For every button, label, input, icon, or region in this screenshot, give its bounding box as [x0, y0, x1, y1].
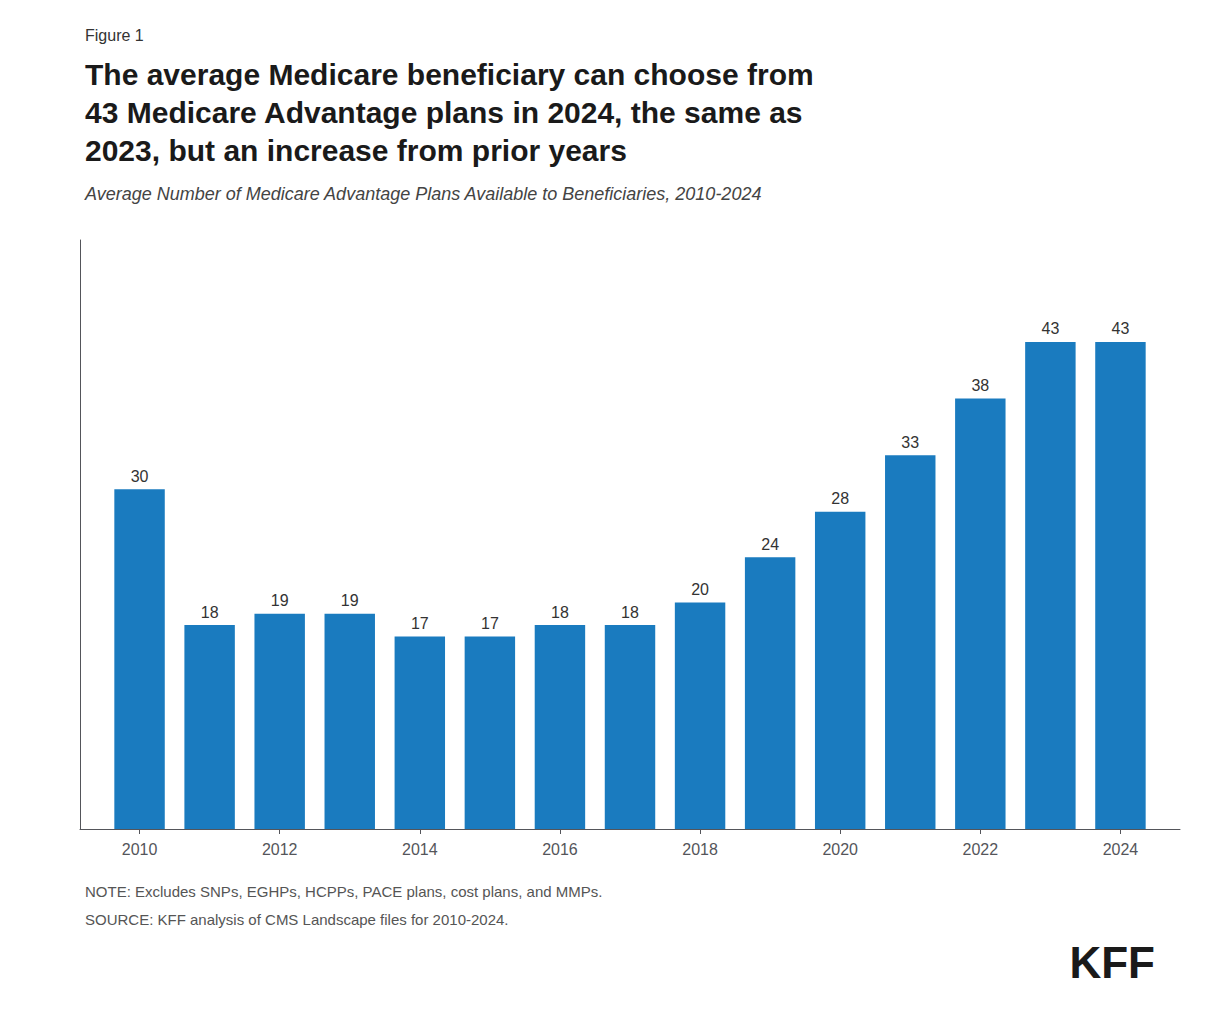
svg-text:17: 17 [411, 615, 429, 632]
svg-text:17: 17 [481, 615, 499, 632]
svg-text:43 Medicare Advantage plans in: 43 Medicare Advantage plans in 2024, the… [85, 96, 803, 129]
svg-text:2018: 2018 [682, 841, 718, 858]
svg-text:The average Medicare beneficia: The average Medicare beneficiary can cho… [85, 58, 814, 91]
svg-text:KFF: KFF [1069, 938, 1155, 987]
svg-text:Average Number of Medicare Adv: Average Number of Medicare Advantage Pla… [84, 184, 761, 204]
svg-text:18: 18 [201, 604, 219, 621]
svg-text:2014: 2014 [402, 841, 438, 858]
svg-text:28: 28 [831, 490, 849, 507]
svg-text:30: 30 [131, 468, 149, 485]
svg-text:NOTE: Excludes SNPs, EGHPs, HC: NOTE: Excludes SNPs, EGHPs, HCPPs, PACE … [85, 883, 602, 900]
svg-text:2010: 2010 [122, 841, 158, 858]
svg-text:2023, but an increase from pri: 2023, but an increase from prior years [85, 134, 627, 167]
svg-text:19: 19 [271, 592, 289, 609]
svg-text:2012: 2012 [262, 841, 298, 858]
svg-text:43: 43 [1112, 320, 1130, 337]
svg-text:Figure 1: Figure 1 [85, 27, 144, 44]
svg-text:2016: 2016 [542, 841, 578, 858]
svg-text:2024: 2024 [1103, 841, 1139, 858]
svg-text:43: 43 [1041, 320, 1059, 337]
svg-text:18: 18 [551, 604, 569, 621]
svg-text:18: 18 [621, 604, 639, 621]
svg-text:24: 24 [761, 536, 779, 553]
svg-text:20: 20 [691, 581, 709, 598]
svg-text:2020: 2020 [822, 841, 858, 858]
svg-text:33: 33 [901, 434, 919, 451]
svg-text:SOURCE: KFF analysis of CMS La: SOURCE: KFF analysis of CMS Landscape fi… [85, 911, 509, 928]
svg-text:2022: 2022 [963, 841, 999, 858]
svg-text:19: 19 [341, 592, 359, 609]
svg-text:38: 38 [971, 377, 989, 394]
